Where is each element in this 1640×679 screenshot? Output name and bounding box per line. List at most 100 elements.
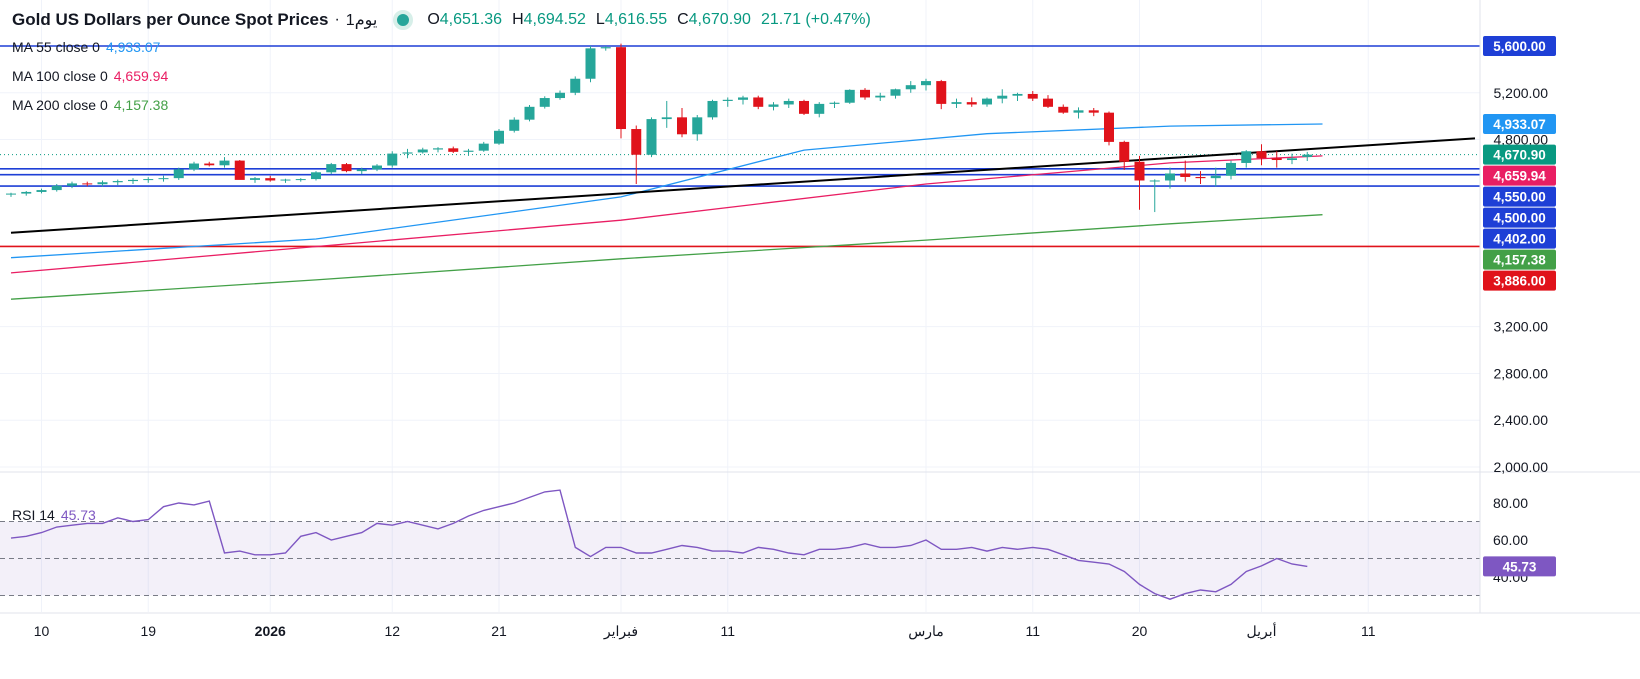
candle-body bbox=[173, 169, 184, 179]
rsi-axis-label: 60.00 bbox=[1493, 532, 1528, 548]
time-axis-label: 19 bbox=[140, 623, 156, 639]
candle-body bbox=[326, 164, 337, 173]
close-value: 4,670.90 bbox=[688, 11, 751, 28]
candle-body bbox=[82, 183, 93, 185]
candle-body bbox=[570, 78, 581, 93]
candle-body bbox=[372, 165, 382, 170]
time-axis-label: 11 bbox=[1025, 623, 1040, 639]
timeframe-label[interactable]: 1يوم bbox=[345, 12, 378, 29]
candle-body bbox=[36, 190, 47, 192]
candle-body bbox=[555, 92, 565, 99]
time-axis-label: 20 bbox=[1132, 623, 1148, 639]
symbol-title[interactable]: Gold US Dollars per Ounce Spot Prices bbox=[12, 10, 329, 29]
horizontal-levels bbox=[0, 45, 1480, 248]
candle-body bbox=[1226, 162, 1236, 176]
candle-body bbox=[707, 100, 718, 118]
candle-body bbox=[936, 81, 947, 104]
candle-body bbox=[982, 98, 992, 105]
price-tag bbox=[1483, 186, 1556, 207]
low-label: L bbox=[595, 11, 605, 28]
candle-body bbox=[1165, 173, 1175, 181]
candle-body bbox=[677, 117, 687, 135]
candle-body bbox=[219, 160, 230, 166]
ma100-legend[interactable]: MA 100 close 0 4,659.94 bbox=[12, 68, 168, 84]
time-axis-label: 10 bbox=[34, 623, 50, 639]
ma55-value: 4,933.07 bbox=[105, 39, 161, 55]
ma55-label: MA 55 close 0 bbox=[12, 39, 100, 55]
rsi-tag bbox=[1483, 556, 1556, 577]
ma200-value: 4,157.38 bbox=[113, 97, 169, 113]
open-value: 4,651.36 bbox=[439, 11, 503, 28]
time-axis-label: 11 bbox=[1361, 623, 1376, 639]
candle-body bbox=[250, 178, 260, 180]
ma100-line bbox=[10, 155, 1323, 274]
high-value: 4,694.52 bbox=[523, 11, 586, 28]
candle-body bbox=[1058, 106, 1069, 113]
time-axis-label: 2026 bbox=[255, 623, 286, 639]
candle-body bbox=[494, 130, 504, 144]
time-axis-label: فبراير bbox=[603, 623, 638, 640]
price-tag bbox=[1483, 270, 1556, 291]
candle-body bbox=[1088, 110, 1099, 113]
chart-header: Gold US Dollars per Ounce Spot Prices · … bbox=[12, 9, 881, 31]
chart-grid bbox=[0, 0, 1480, 612]
candles-group bbox=[6, 43, 1313, 213]
rsi-line bbox=[10, 489, 1308, 600]
rsi-tag-label: 45.73 bbox=[1503, 559, 1537, 574]
moving-average-lines bbox=[10, 123, 1323, 300]
candle-body bbox=[890, 89, 901, 96]
price-axis-label: 2,000.00 bbox=[1494, 459, 1549, 475]
candle-body bbox=[189, 163, 199, 170]
candle-body bbox=[311, 172, 321, 180]
candle-body bbox=[997, 95, 1008, 99]
candle-body bbox=[6, 193, 16, 195]
candle-body bbox=[829, 102, 840, 104]
candle-body bbox=[1256, 151, 1267, 159]
change-value: 21.71 (+0.47%) bbox=[760, 11, 871, 28]
candle-body bbox=[600, 47, 611, 49]
candle-body bbox=[97, 182, 108, 185]
price-tag-label: 4,500.00 bbox=[1493, 211, 1546, 226]
candle-body bbox=[158, 178, 169, 180]
ma55-legend[interactable]: MA 55 close 0 4,933.07 bbox=[12, 39, 160, 55]
price-tag-label: 4,157.38 bbox=[1493, 253, 1546, 268]
price-tag bbox=[1483, 144, 1556, 165]
candle-body bbox=[738, 97, 748, 100]
candle-body bbox=[478, 143, 489, 151]
candle-body bbox=[783, 100, 794, 105]
candle-body bbox=[966, 102, 977, 105]
candle-body bbox=[646, 119, 657, 155]
candle-body bbox=[1180, 173, 1191, 177]
candle-body bbox=[753, 97, 764, 107]
candle-body bbox=[417, 149, 428, 153]
candle-body bbox=[234, 160, 245, 180]
rsi-line-group bbox=[10, 489, 1308, 600]
candle-body bbox=[631, 129, 642, 155]
trendline bbox=[10, 137, 1476, 234]
candle-body bbox=[21, 191, 32, 194]
rsi-legend[interactable]: RSI 14 45.73 bbox=[12, 507, 96, 523]
price-tag-label: 4,659.94 bbox=[1493, 169, 1546, 184]
price-tag-label: 4,933.07 bbox=[1493, 117, 1546, 132]
price-axis-label: 2,800.00 bbox=[1494, 365, 1549, 381]
candle-body bbox=[433, 148, 443, 150]
price-tag bbox=[1483, 36, 1556, 56]
candle-body bbox=[341, 164, 352, 172]
candle-body bbox=[67, 183, 77, 186]
high-label: H bbox=[512, 11, 524, 28]
candle-body bbox=[1027, 93, 1038, 99]
candle-body bbox=[1287, 158, 1297, 161]
rsi-label: RSI 14 bbox=[12, 507, 55, 523]
candle-body bbox=[875, 95, 886, 98]
trendline-group bbox=[10, 137, 1476, 234]
candle-body bbox=[356, 169, 367, 172]
ma200-legend[interactable]: MA 200 close 0 4,157.38 bbox=[12, 97, 168, 113]
candle-body bbox=[463, 150, 474, 152]
market-status-dot-icon bbox=[393, 10, 414, 30]
candle-body bbox=[204, 163, 215, 166]
price-axis-label: 3,200.00 bbox=[1494, 319, 1549, 335]
ma100-label: MA 100 close 0 bbox=[12, 68, 108, 84]
candle-body bbox=[387, 153, 398, 166]
candle-body bbox=[1119, 141, 1130, 162]
